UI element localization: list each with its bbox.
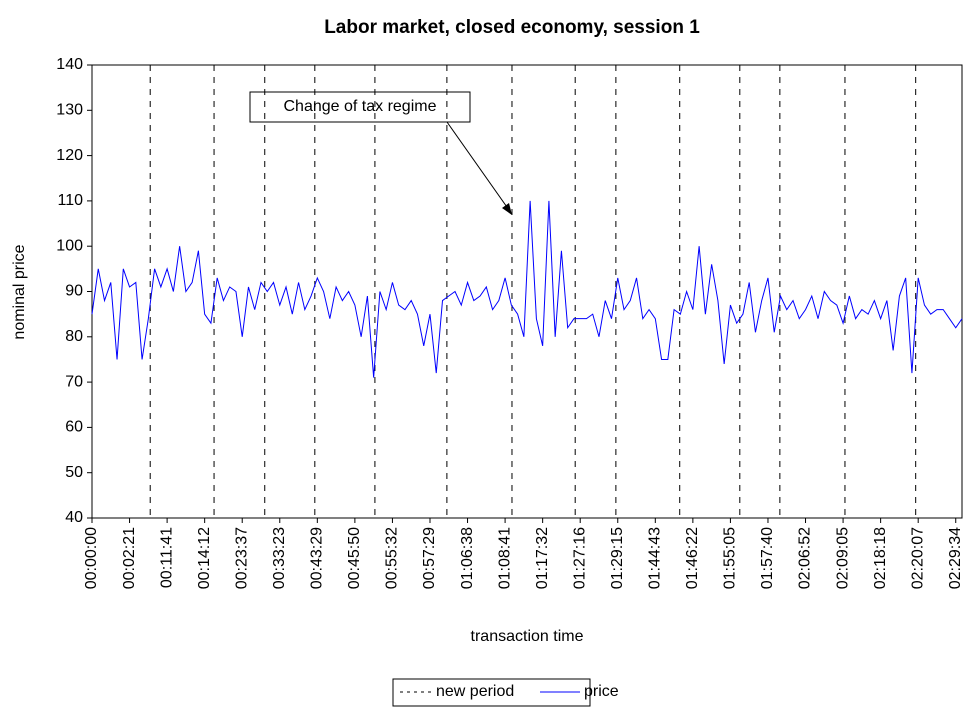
x-tick-label: 00:02:21 [121,527,138,589]
x-tick-label: 01:57:40 [759,527,776,589]
x-tick-label: 02:29:34 [947,527,964,589]
y-tick-label: 130 [56,102,83,119]
annotation-box [249,91,471,123]
y-tick-label: 50 [65,464,83,481]
y-tick-label: 70 [65,373,83,390]
x-tick-label: 01:17:32 [534,527,551,589]
y-tick-label: 40 [65,509,83,526]
y-tick-label: 60 [65,419,83,436]
x-tick-label: 01:06:38 [459,527,476,589]
y-tick-label: 110 [57,192,83,209]
x-tick-label: 00:45:50 [346,527,363,589]
x-tick-label: 01:29:15 [609,527,626,589]
x-tick-label: 02:06:52 [797,527,814,589]
legend-label: price [584,683,619,700]
x-tick-label: 00:23:37 [233,527,250,589]
y-tick-label: 140 [56,56,83,73]
x-tick-label: 01:55:05 [722,527,739,589]
y-tick-label: 80 [65,328,83,345]
x-tick-label: 01:44:43 [647,527,664,589]
x-tick-label: 00:11:41 [158,527,175,588]
x-tick-label: 02:18:18 [872,527,889,589]
legend-label: new period [436,683,514,700]
x-tick-label: 01:08:41 [496,527,513,589]
x-tick-label: 01:27:16 [571,527,588,589]
y-tick-label: 90 [65,283,83,300]
y-tick-label: 100 [56,237,83,254]
plot-frame [91,64,963,519]
x-tick-label: 01:46:22 [684,527,701,589]
annotation: Change of tax regime [284,98,437,115]
x-tick-label: 02:09:05 [834,527,851,589]
x-tick-label: 00:14:12 [196,527,213,589]
y-tick-label: 120 [56,147,83,164]
x-tick-label: 00:00:00 [83,527,100,589]
x-axis-label: transaction time [471,628,584,645]
arrow-head [502,203,512,215]
annotation-arrow [446,121,510,211]
price-line [91,200,963,378]
chart-title: Labor market, closed economy, session 1 [324,17,700,38]
x-tick-label: 00:55:32 [384,527,401,589]
x-tick-label: 00:33:23 [271,527,288,589]
x-tick-label: 02:20:07 [909,527,926,589]
x-tick-label: 00:43:29 [309,527,326,589]
x-tick-label: 00:57:29 [421,527,438,589]
y-axis-label: nominal price [11,244,28,339]
